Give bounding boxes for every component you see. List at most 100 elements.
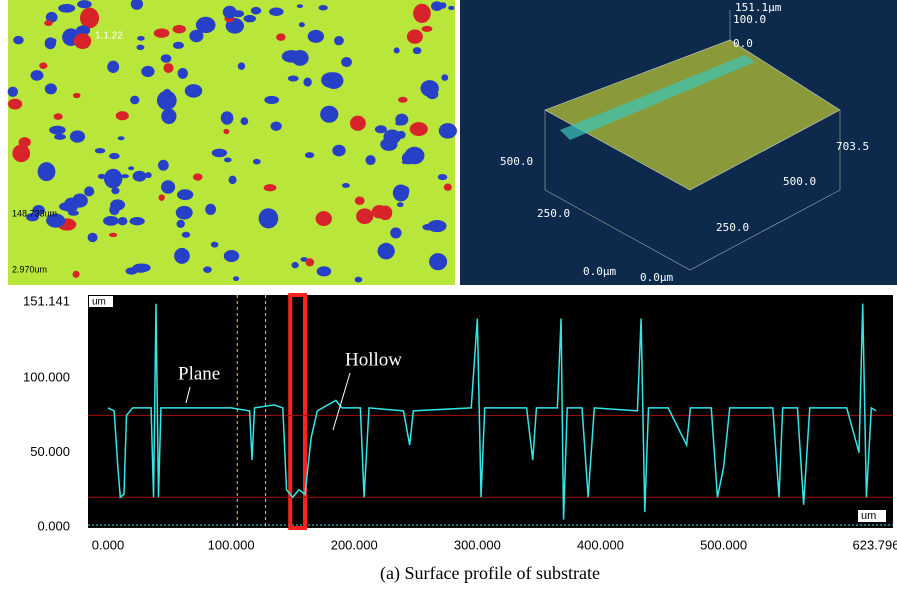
annotation: Hollow [345,349,402,370]
pore [341,57,352,67]
pore [355,197,365,205]
pore [397,202,404,207]
x-tick-label: 500.000 [700,537,747,552]
pore [356,208,373,224]
scale-label: 148.733um [12,208,57,218]
y-unit: um [92,297,106,308]
pore [189,30,203,42]
pore [221,111,234,124]
pore [118,136,125,140]
y-label: 250.0 [537,207,570,220]
pore [103,216,119,226]
z-label: 0.0 [733,37,753,50]
pore [8,99,22,110]
y-label: 0.0µm [583,265,616,278]
pore [413,47,422,54]
pore [44,20,53,26]
pore [157,91,177,110]
pore [394,47,400,53]
pore [38,162,56,181]
pore [136,45,144,50]
pore [282,50,301,62]
pore [223,6,237,19]
pore [161,108,176,124]
pore [365,155,375,165]
pore [111,187,119,194]
caption: (a) Surface profile of substrate [380,563,600,584]
pore [133,171,147,182]
micrograph: 1.1.22 148.733um 2.970um [8,0,457,285]
pore [109,153,120,159]
pore [308,30,324,43]
pore [305,152,314,158]
pore [316,211,332,226]
pore [182,232,190,238]
pore [12,144,30,162]
pore [107,61,119,73]
pore [126,267,138,274]
pore [428,220,447,232]
pore [13,36,24,44]
pore [378,243,395,260]
pore [264,96,279,104]
pore [193,173,203,180]
pore [413,4,431,23]
pore [109,233,117,237]
pore [70,130,85,142]
pore [203,266,212,272]
pore [163,63,173,73]
pore [39,62,47,69]
pore [299,22,305,27]
pore [205,204,216,215]
marker: 1.1.22 [95,31,123,42]
pore [80,8,99,29]
x-label: 0.0µm [640,271,673,284]
pore [68,210,79,216]
pore [95,148,105,153]
pore [173,42,184,49]
pore [98,174,106,179]
pore [54,134,66,140]
pore [448,6,454,10]
pore [321,72,341,88]
pore [269,8,284,16]
x-label: 250.0 [716,221,749,234]
pore [402,152,415,165]
pore [211,242,218,248]
pore [297,4,303,8]
pore [288,75,299,81]
pore [50,38,56,44]
pore [154,28,170,37]
pore [54,113,63,120]
pore [173,25,186,34]
pore [342,183,350,188]
pore [88,233,98,242]
pore [212,149,227,158]
pore [141,66,154,77]
pore [441,74,448,81]
pore [116,111,129,120]
pore [410,122,428,136]
pore [253,159,261,165]
pore [229,176,237,184]
pore [407,29,423,43]
pore [159,194,165,200]
pore [271,122,282,131]
pore [161,180,175,193]
pore [158,160,169,171]
y-label: 500.0 [500,155,533,168]
pore [176,206,193,220]
pore [444,183,452,190]
pore [395,122,402,126]
pore [383,129,400,144]
pore [375,125,387,133]
pore [306,258,315,266]
pore [118,217,128,225]
pore [8,87,18,97]
pore [350,116,366,131]
x-tick-label: 0.000 [92,537,125,552]
pore [251,7,262,15]
pore [77,0,92,8]
scale-label: 2.970um [12,264,47,274]
pore [259,208,279,228]
